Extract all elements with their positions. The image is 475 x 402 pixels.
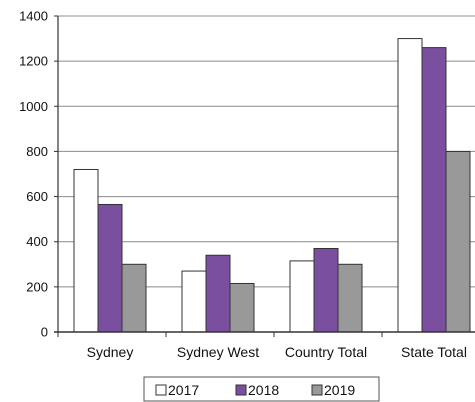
gridlines [58,15,475,288]
legend-swatch-2017 [155,384,167,396]
bar-2019-state-total [445,150,471,333]
x-axis-category-labels: Sydney Sydney West Country Total State Tota… [87,344,467,360]
bar-2018-sydney [97,203,123,333]
y-tick-label: 600 [26,189,48,204]
y-tick-label: 400 [26,234,48,249]
legend-label-2019: 2019 [324,382,355,398]
category-label: Country Total [285,344,367,360]
category-label: State Total [401,344,467,360]
bars [73,38,471,333]
bar-2017-state-total [397,38,423,333]
y-tick-label: 800 [26,144,48,159]
y-tick-label: 0 [41,325,48,340]
bar-2017-sydney [73,168,99,333]
legend-swatch-2019 [311,384,323,396]
legend-label-2017: 2017 [168,382,199,398]
y-axis-tick-labels: 0 200 400 600 800 1000 1200 1400 [19,9,48,340]
legend: 2017 2018 2019 [143,376,380,402]
y-tick-label: 200 [26,279,48,294]
category-label: Sydney [87,344,134,360]
legend-swatch-2018 [235,384,247,396]
bar-2019-sydney-west [229,282,255,333]
y-tick-label: 1000 [19,99,48,114]
bar-2018-country-total [313,247,339,333]
bar-2019-country-total [337,263,363,333]
legend-label-2018: 2018 [248,382,279,398]
bar-2017-country-total [289,260,315,333]
bar-2019-sydney [121,263,147,333]
bar-2017-sydney-west [181,270,207,333]
category-label: Sydney West [177,344,259,360]
bar-2018-sydney-west [205,254,231,333]
y-tick-label: 1200 [19,54,48,69]
bar-2018-state-total [421,47,447,333]
legend-box [143,376,380,402]
axes [54,15,475,337]
y-tick-label: 1400 [19,9,48,24]
